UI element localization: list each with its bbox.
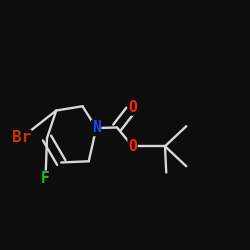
- Text: Br: Br: [12, 130, 31, 146]
- Text: N: N: [92, 120, 100, 136]
- Text: O: O: [128, 100, 137, 115]
- Text: F: F: [41, 171, 50, 186]
- Text: O: O: [128, 139, 137, 154]
